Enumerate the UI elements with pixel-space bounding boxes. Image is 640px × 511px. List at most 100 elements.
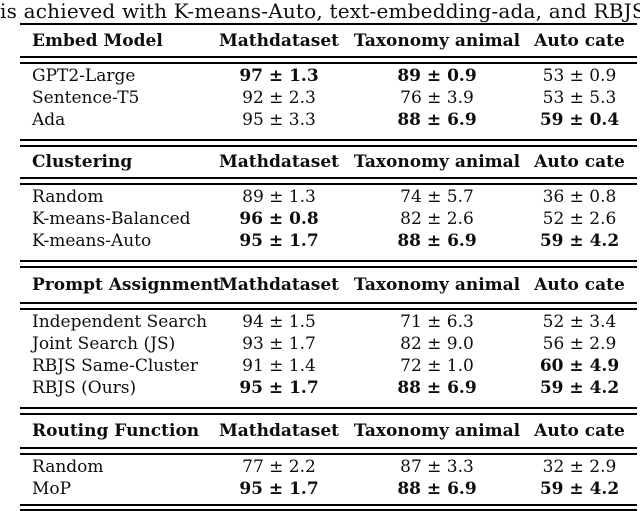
column-header: Taxonomy animal: [353, 152, 521, 172]
table-section: Routing Function Mathdataset Taxonomy anim…: [20, 415, 637, 504]
row-label: Random: [32, 457, 104, 477]
header-double-rule: [20, 177, 637, 185]
table-row: K-means-Auto 95 ± 1.7 88 ± 6.9 59 ± 4.2: [20, 230, 637, 252]
cell-value: 76 ± 3.9: [400, 88, 474, 108]
column-header: Taxonomy animal: [353, 275, 521, 295]
cell-value: 74 ± 5.7: [400, 187, 474, 207]
cell-value: 52 ± 3.4: [542, 312, 617, 332]
caption-text: is achieved with K-means-Auto, text-embe…: [0, 0, 640, 23]
table-section: Embed Model Mathdataset Taxonomy animal Aut…: [20, 26, 637, 139]
cell-value: 77 ± 2.2: [242, 457, 316, 477]
section-header: Embed Model: [32, 31, 163, 51]
cell-value: 94 ± 1.5: [242, 312, 316, 332]
section-rows: GPT2-Large 97 ± 1.3 89 ± 0.9 53 ± 0.9 Senten…: [20, 64, 637, 139]
cell-value: 89 ± 0.9: [397, 66, 477, 86]
table-row: Ada 95 ± 3.3 88 ± 6.9 59 ± 0.4: [20, 109, 637, 131]
cell-value: 88 ± 6.9: [397, 231, 477, 251]
cell-value: 59 ± 4.2: [539, 479, 620, 499]
table-row: RBJS Same-Cluster 91 ± 1.4 72 ± 1.0 60 ± 4.…: [20, 355, 637, 377]
cell-value: 82 ± 9.0: [400, 334, 474, 354]
cell-value: 59 ± 4.2: [539, 378, 620, 398]
cell-value: 95 ± 1.7: [239, 479, 319, 499]
row-label: MoP: [32, 479, 72, 499]
table-row: K-means-Balanced 96 ± 0.8 82 ± 2.6 52 ± 2.6: [20, 208, 637, 230]
cell-value: 53 ± 0.9: [542, 66, 617, 86]
column-header: Mathdataset: [218, 31, 340, 51]
cell-value: 56 ± 2.9: [542, 334, 617, 354]
cell-value: 59 ± 0.4: [539, 110, 620, 130]
section-header-row: Embed Model Mathdataset Taxonomy animal Aut…: [20, 26, 637, 56]
table-section: Clustering Mathdataset Taxonomy animal Auto…: [20, 147, 637, 260]
table-body: Embed Model Mathdataset Taxonomy animal Aut…: [20, 26, 637, 504]
row-label: Joint Search (JS): [32, 334, 176, 354]
column-header: Mathdataset: [218, 152, 340, 172]
cell-value: 36 ± 0.8: [542, 187, 617, 207]
results-table: Embed Model Mathdataset Taxonomy animal Aut…: [20, 23, 637, 511]
row-label: K-means-Balanced: [32, 209, 191, 229]
cell-value: 71 ± 6.3: [400, 312, 474, 332]
cell-value: 32 ± 2.9: [542, 457, 617, 477]
table-row: MoP 95 ± 1.7 88 ± 6.9 59 ± 4.2: [20, 478, 637, 500]
cell-value: 88 ± 6.9: [397, 110, 477, 130]
cell-value: 88 ± 6.9: [397, 479, 477, 499]
header-double-rule: [20, 302, 637, 310]
column-header: Auto cate: [534, 152, 625, 172]
table-bottom-rule: [20, 504, 637, 511]
header-double-rule: [20, 447, 637, 455]
row-label: Ada: [32, 110, 66, 130]
cell-value: 92 ± 2.3: [242, 88, 316, 108]
cell-value: 53 ± 5.3: [542, 88, 617, 108]
cell-value: 91 ± 1.4: [242, 356, 316, 376]
section-header: Routing Function: [32, 421, 200, 441]
column-header: Taxonomy animal: [353, 31, 521, 51]
cell-value: 95 ± 1.7: [239, 231, 319, 251]
table-row: GPT2-Large 97 ± 1.3 89 ± 0.9 53 ± 0.9: [20, 65, 637, 87]
row-label: Sentence-T5: [32, 88, 140, 108]
table-row: Joint Search (JS) 93 ± 1.7 82 ± 9.0 56 ± 2.…: [20, 333, 637, 355]
header-double-rule: [20, 56, 637, 64]
table-top-rule: [20, 23, 637, 26]
row-label: GPT2-Large: [32, 66, 136, 86]
cell-value: 97 ± 1.3: [239, 66, 319, 86]
cell-value: 89 ± 1.3: [242, 187, 316, 207]
table-row: Random 77 ± 2.2 87 ± 3.3 32 ± 2.9: [20, 456, 637, 478]
section-header-row: Routing Function Mathdataset Taxonomy anim…: [20, 415, 637, 447]
cell-value: 95 ± 1.7: [239, 378, 319, 398]
section-double-rule: [20, 407, 637, 415]
column-header: Taxonomy animal: [353, 421, 521, 441]
cell-value: 88 ± 6.9: [397, 378, 477, 398]
section-rows: Independent Search 94 ± 1.5 71 ± 6.3 52 ± 3…: [20, 310, 637, 407]
section-header-row: Prompt Assignment Mathdataset Taxonomy ani…: [20, 268, 637, 302]
row-label: RBJS (Ours): [32, 378, 137, 398]
row-label: K-means-Auto: [32, 231, 152, 251]
cell-value: 96 ± 0.8: [239, 209, 319, 229]
column-header: Mathdataset: [218, 421, 340, 441]
cell-value: 87 ± 3.3: [400, 457, 474, 477]
section-header: Clustering: [32, 152, 133, 172]
table-row: Random 89 ± 1.3 74 ± 5.7 36 ± 0.8: [20, 186, 637, 208]
cell-value: 60 ± 4.9: [539, 356, 620, 376]
section-rows: Random 89 ± 1.3 74 ± 5.7 36 ± 0.8 K-means-Ba…: [20, 185, 637, 260]
column-header: Auto cate: [534, 31, 625, 51]
cell-value: 59 ± 4.2: [539, 231, 620, 251]
table-row: Independent Search 94 ± 1.5 71 ± 6.3 52 ± 3…: [20, 311, 637, 333]
cell-value: 52 ± 2.6: [542, 209, 617, 229]
cell-value: 95 ± 3.3: [242, 110, 316, 130]
section-rows: Random 77 ± 2.2 87 ± 3.3 32 ± 2.9 MoP 95 ± 1.…: [20, 455, 637, 504]
table-row: RBJS (Ours) 95 ± 1.7 88 ± 6.9 59 ± 4.2: [20, 377, 637, 399]
section-double-rule: [20, 260, 637, 268]
section-double-rule: [20, 139, 637, 147]
column-header: Auto cate: [534, 421, 625, 441]
cell-value: 93 ± 1.7: [242, 334, 316, 354]
row-label: Random: [32, 187, 104, 207]
table-section: Prompt Assignment Mathdataset Taxonomy ani…: [20, 268, 637, 407]
cell-value: 72 ± 1.0: [400, 356, 474, 376]
row-label: Independent Search: [32, 312, 208, 332]
row-label: RBJS Same-Cluster: [32, 356, 198, 376]
section-header-row: Clustering Mathdataset Taxonomy animal Auto…: [20, 147, 637, 177]
section-header: Prompt Assignment: [32, 275, 221, 295]
column-header: Auto cate: [534, 275, 625, 295]
column-header: Mathdataset: [218, 275, 340, 295]
cell-value: 82 ± 2.6: [400, 209, 474, 229]
table-row: Sentence-T5 92 ± 2.3 76 ± 3.9 53 ± 5.3: [20, 87, 637, 109]
